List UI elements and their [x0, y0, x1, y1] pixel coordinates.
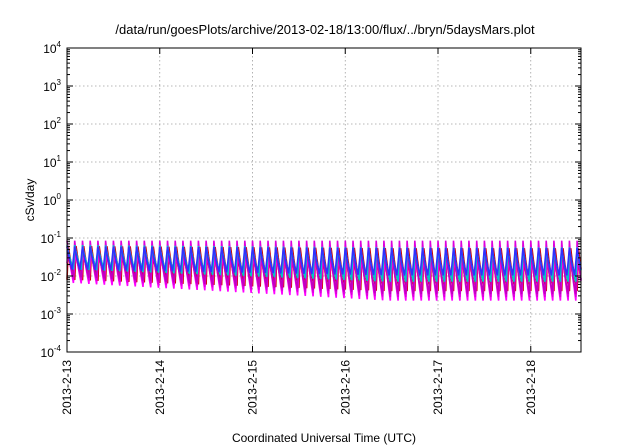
- grid-lines: [67, 48, 581, 352]
- x-tick-label: 2013-2-16: [338, 360, 352, 415]
- y-tick-label: 10-1: [41, 230, 62, 246]
- y-tick-labels: 10-4 10-3 10-2 10-1 100 101 102 103 104: [41, 40, 62, 360]
- series-lines: [66, 240, 582, 301]
- chart-title: /data/run/goesPlots/archive/2013-02-18/1…: [115, 22, 535, 37]
- y-tick-label: 10-3: [41, 306, 62, 322]
- x-axis-label: Coordinated Universal Time (UTC): [232, 431, 416, 445]
- x-tick-label: 2013-2-17: [431, 360, 445, 415]
- y-tick-label: 101: [43, 154, 61, 170]
- x-tick-label: 2013-2-13: [60, 360, 74, 415]
- x-tick-labels: 2013-2-13 2013-2-14 2013-2-15 2013-2-16 2013…: [60, 360, 538, 415]
- x-tick-label: 2013-2-18: [524, 360, 538, 415]
- y-tick-label: 100: [43, 192, 61, 208]
- series-line: [66, 246, 582, 276]
- y-tick-label: 10-4: [41, 344, 62, 360]
- y-tick-label: 103: [43, 78, 61, 94]
- x-tick-label: 2013-2-14: [153, 360, 167, 415]
- y-tick-label: 10-2: [41, 268, 62, 284]
- y-tick-label: 102: [43, 116, 61, 132]
- y-axis-label: cSv/day: [23, 179, 37, 222]
- y-tick-label: 104: [43, 40, 61, 56]
- x-tick-label: 2013-2-15: [246, 360, 260, 415]
- axis-ticks: [66, 47, 581, 353]
